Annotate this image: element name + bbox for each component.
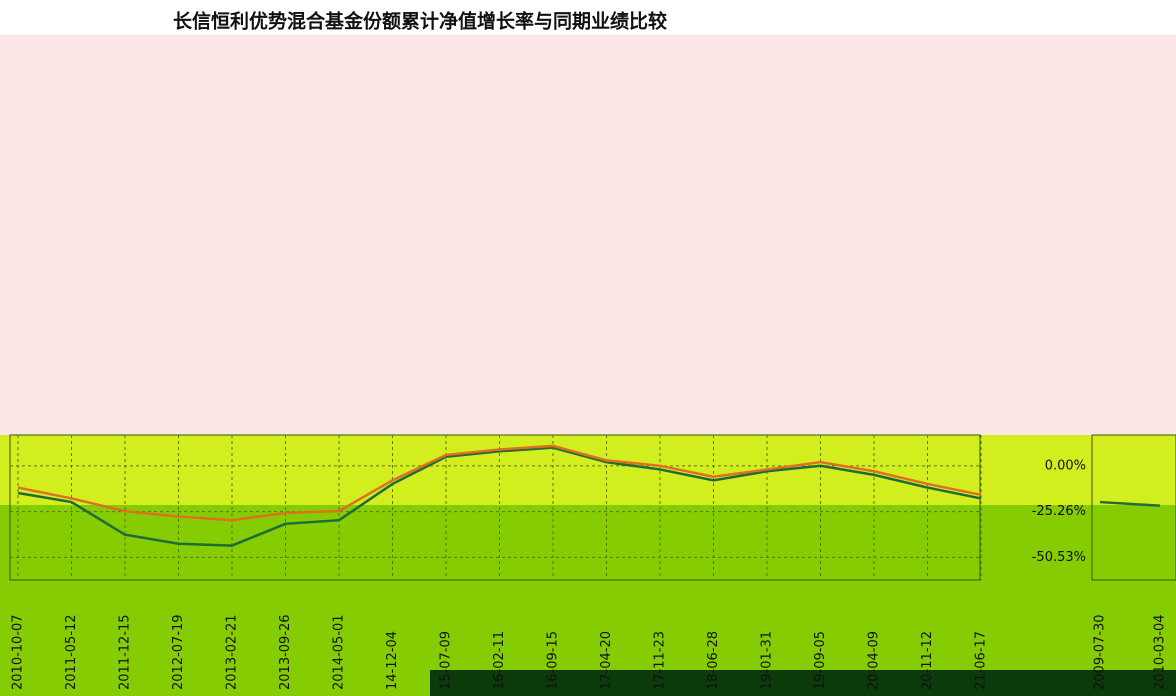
x-tick-label: 2011-12-15 — [118, 614, 133, 690]
plot-frame — [9, 434, 981, 581]
x-tick-label: 2011-05-12 — [64, 614, 79, 690]
x-tick-label: 2010-10-07 — [11, 614, 26, 690]
plot-frame-2 — [1091, 434, 1176, 581]
overlay-area — [0, 35, 1176, 435]
plot-band — [0, 435, 1176, 505]
x-tick-label: 2009-07-30 — [1093, 614, 1108, 690]
x-tick-label: 2014-05-01 — [332, 614, 347, 690]
x-tick-label: 20-11-12 — [920, 631, 935, 690]
x-tick-label: 2013-02-21 — [225, 614, 240, 690]
x-tick-label: 17-04-20 — [599, 631, 614, 690]
x-tick-label: 16-09-15 — [546, 631, 561, 690]
x-tick-label: 2012-07-19 — [171, 614, 186, 690]
x-tick-label: 21-06-17 — [974, 631, 989, 690]
x-tick-label: 19-01-31 — [760, 631, 775, 690]
y-tick-label: -25.26% — [1032, 504, 1086, 519]
x-tick-label: 16-02-11 — [492, 631, 507, 690]
x-tick-label: 18-06-28 — [706, 631, 721, 690]
line — [17, 446, 982, 547]
x-tick-label: 19-09-05 — [813, 631, 828, 690]
x-tick-label: 2013-09-26 — [278, 614, 293, 690]
x-tick-label: 15-07-09 — [439, 631, 454, 690]
x-tick-label: 17-11-23 — [653, 631, 668, 690]
x-tick-label: 20-04-09 — [867, 631, 882, 690]
line — [17, 444, 982, 522]
x-tick-label: 2010-03-04 — [1153, 614, 1168, 690]
line — [1099, 500, 1161, 507]
y-tick-label: -50.53% — [1032, 550, 1086, 565]
y-tick-label: 0.00% — [1045, 458, 1086, 473]
chart-title: 长信恒利优势混合基金份额累计净值增长率与同期业绩比较 — [173, 10, 667, 33]
bottom-strip — [430, 670, 1176, 696]
x-tick-label: 14-12-04 — [385, 631, 400, 690]
